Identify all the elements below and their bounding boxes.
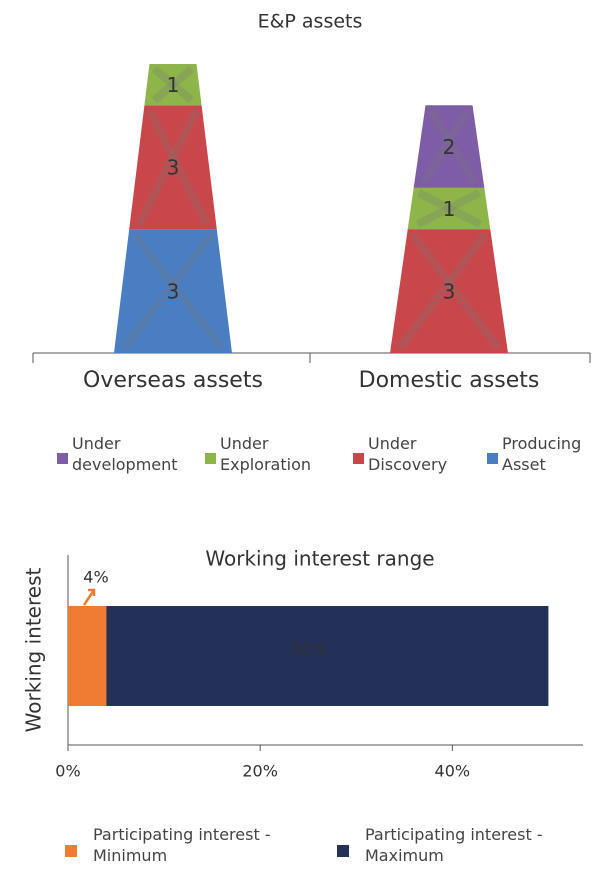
data-label: 1 <box>167 73 180 97</box>
watermark <box>135 108 201 226</box>
data-label: 50% <box>290 640 326 659</box>
legend-label: Participating interest - Minimum <box>93 825 271 865</box>
legend-swatch <box>205 453 216 464</box>
x-tick-label: 40% <box>435 762 471 781</box>
bar <box>68 606 107 706</box>
legend-label: Under Exploration <box>220 434 311 474</box>
y-axis-label: Working interest <box>22 568 46 733</box>
bar-segment <box>413 105 485 188</box>
legend-swatch <box>337 845 349 857</box>
watermark <box>416 189 483 228</box>
watermark <box>409 231 502 351</box>
legend-label: Participating interest - Maximum <box>365 825 543 865</box>
watermark <box>120 231 215 351</box>
x-tick-label: Domestic assets <box>359 368 540 393</box>
watermark <box>420 108 471 185</box>
bar <box>68 606 549 706</box>
label-arrow <box>82 588 96 606</box>
legend-label: Producing Asset <box>502 434 582 474</box>
bar-segment <box>114 229 232 353</box>
legend-label: Under development <box>72 434 178 474</box>
data-label: 2 <box>443 135 456 159</box>
bar-segment <box>129 105 217 230</box>
legend-label: Under Discovery <box>368 434 448 474</box>
x-tick-label: 0% <box>55 762 80 781</box>
watermark <box>427 108 478 185</box>
chart-title: Working interest range <box>205 547 434 571</box>
watermark <box>151 65 195 104</box>
watermark <box>131 231 226 351</box>
watermark <box>151 65 195 104</box>
chart-title: E&P assets <box>258 11 363 33</box>
data-label: 1 <box>443 197 456 221</box>
data-label: 3 <box>443 280 456 304</box>
legend-swatch <box>353 453 364 464</box>
data-label: 3 <box>167 280 180 304</box>
watermark <box>415 189 482 228</box>
data-label: 3 <box>167 156 180 180</box>
legend-swatch <box>57 453 68 464</box>
x-tick-label: 20% <box>242 762 278 781</box>
x-tick-label: Overseas assets <box>83 368 263 393</box>
bar-segment <box>144 64 202 106</box>
legend-swatch <box>487 453 498 464</box>
data-label: 4% <box>83 568 108 587</box>
bar-segment <box>390 229 508 353</box>
legend-swatch <box>65 845 77 857</box>
watermark <box>145 108 211 226</box>
bar-segment <box>407 187 491 230</box>
watermark <box>396 231 489 351</box>
